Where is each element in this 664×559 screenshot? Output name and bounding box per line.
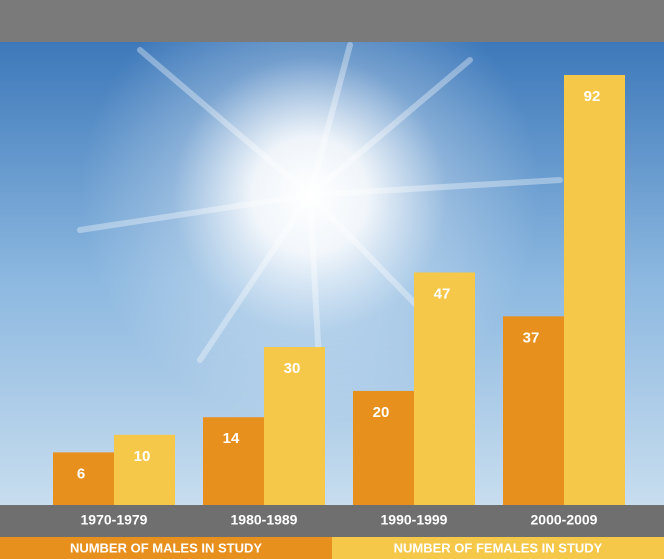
value-label: 14 xyxy=(223,430,240,447)
bar xyxy=(203,417,264,505)
bar xyxy=(264,347,325,505)
value-label: 92 xyxy=(584,88,601,105)
value-label: 20 xyxy=(373,404,390,421)
value-label: 30 xyxy=(284,360,301,377)
x-tick-label: 1990-1999 xyxy=(381,512,448,528)
bar xyxy=(414,272,475,505)
header-bar xyxy=(0,0,664,42)
bar xyxy=(114,434,175,505)
bar xyxy=(53,452,114,505)
legend-swatch xyxy=(332,537,664,559)
axis-bar xyxy=(0,505,664,537)
legend-label: NUMBER OF MALES IN STUDY xyxy=(70,540,262,555)
bar xyxy=(353,390,414,505)
value-label: 10 xyxy=(134,448,151,465)
legend-swatch xyxy=(0,537,332,559)
bar xyxy=(564,75,625,505)
x-tick-label: 1970-1979 xyxy=(81,512,148,528)
value-label: 37 xyxy=(523,329,540,346)
legend-label: NUMBER OF FEMALES IN STUDY xyxy=(394,540,603,555)
bar xyxy=(503,316,564,505)
x-tick-label: 1980-1989 xyxy=(231,512,298,528)
value-label: 6 xyxy=(77,465,85,482)
value-label: 47 xyxy=(434,285,451,302)
x-tick-label: 2000-2009 xyxy=(531,512,598,528)
